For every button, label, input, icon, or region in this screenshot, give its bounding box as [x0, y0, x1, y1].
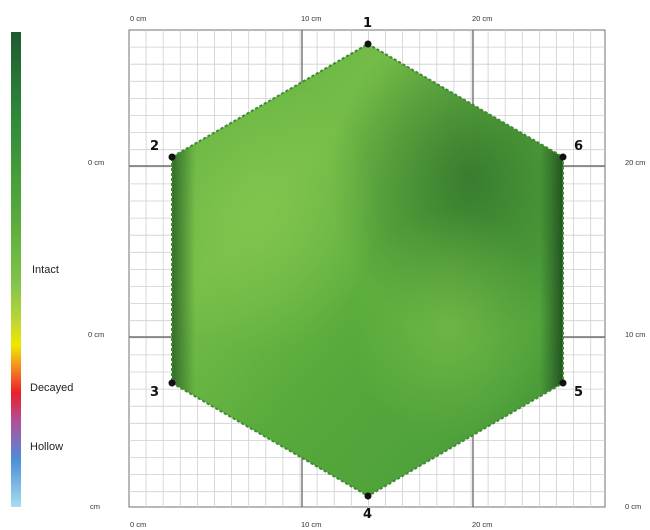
axis-top-label-2: 20 cm — [472, 14, 492, 23]
axis-right-label-1: 10 cm — [625, 330, 645, 339]
axis-left-label-0: 0 cm — [88, 158, 104, 167]
sensor-point-4[interactable] — [365, 493, 372, 500]
sensor-label-2: 2 — [150, 139, 159, 154]
sensor-point-2[interactable] — [169, 154, 176, 161]
legend-label-decayed: Decayed — [30, 382, 73, 394]
axis-left-label-1: 0 cm — [88, 330, 104, 339]
axis-top-label-1: 10 cm — [301, 14, 321, 23]
axis-bottom-label-2: 20 cm — [472, 520, 492, 529]
axis-bottom-label-1: 10 cm — [301, 520, 321, 529]
sensor-label-3: 3 — [150, 385, 159, 400]
sensor-point-6[interactable] — [560, 154, 567, 161]
legend-label-hollow: Hollow — [30, 441, 63, 453]
sensor-point-5[interactable] — [560, 380, 567, 387]
axis-right-label-2: 0 cm — [625, 502, 641, 511]
axis-top-label-0: 0 cm — [130, 14, 146, 23]
legend-label-intact: Intact — [32, 264, 59, 276]
axis-bottom-label-0: 0 cm — [130, 520, 146, 529]
axis-right-label-0: 20 cm — [625, 158, 645, 167]
sensor-label-6: 6 — [574, 139, 583, 154]
legend-color-bar — [11, 32, 21, 507]
sensor-point-1[interactable] — [365, 41, 372, 48]
sensor-label-1: 1 — [363, 16, 372, 31]
sensor-point-3[interactable] — [169, 380, 176, 387]
axis-left-label-2: cm — [90, 502, 100, 511]
sensor-label-5: 5 — [574, 385, 583, 400]
sensor-label-4: 4 — [363, 507, 372, 522]
